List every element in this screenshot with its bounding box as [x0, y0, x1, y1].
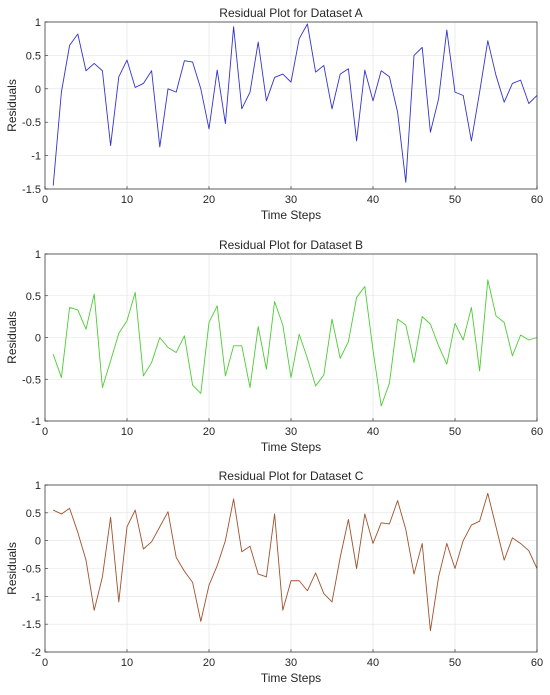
x-tick-label: 10	[121, 194, 133, 206]
y-tick-label: 0	[35, 536, 41, 548]
x-tick-label: 30	[285, 657, 297, 669]
y-tick-label: -1	[31, 416, 41, 428]
chart-title: Residual Plot for Dataset B	[219, 238, 363, 252]
plot-border	[44, 484, 538, 653]
x-tick-label: 30	[285, 194, 297, 206]
y-tick-label: -1	[31, 151, 41, 163]
residual-series-line	[53, 492, 538, 632]
y-tick-label: 0.5	[26, 291, 41, 303]
x-tick-label: 10	[121, 657, 133, 669]
x-axis-label: Time Steps	[261, 440, 321, 454]
x-tick-label: 20	[203, 426, 215, 438]
y-axis-label: Residuals	[5, 542, 19, 595]
x-tick-label: 0	[42, 657, 48, 669]
y-tick-label: -0.5	[22, 117, 41, 129]
x-tick-label: 40	[367, 657, 379, 669]
y-tick-label: 0	[35, 333, 41, 345]
y-tick-label: 0.5	[26, 50, 41, 62]
residual-series-line	[52, 279, 538, 407]
x-tick-label: 60	[531, 426, 543, 438]
x-tick-label: 60	[531, 194, 543, 206]
x-tick-label: 20	[203, 657, 215, 669]
x-tick-label: 0	[42, 194, 48, 206]
y-tick-label: 0.5	[26, 508, 41, 520]
residual-series-line	[52, 23, 538, 186]
plot-border	[44, 21, 538, 190]
x-tick-label: 60	[531, 657, 543, 669]
y-tick-label: 1	[35, 17, 41, 29]
subplot-b: Residual Plot for Dataset B Time Steps R…	[5, 238, 543, 454]
x-tick-label: 10	[121, 426, 133, 438]
y-tick-label: 1	[35, 249, 41, 261]
x-axis-label: Time Steps	[261, 208, 321, 222]
y-tick-label: -2	[31, 647, 41, 659]
x-tick-label: 30	[285, 426, 297, 438]
y-tick-label: -1.5	[22, 619, 41, 631]
x-tick-label: 50	[449, 194, 461, 206]
x-tick-label: 0	[42, 426, 48, 438]
x-axis-label: Time Steps	[261, 671, 321, 685]
chart-title: Residual Plot for Dataset A	[219, 6, 362, 20]
y-axis-label: Residuals	[5, 311, 19, 364]
y-axis-label: Residuals	[5, 79, 19, 132]
x-tick-label: 50	[449, 426, 461, 438]
x-tick-label: 40	[367, 426, 379, 438]
y-tick-label: -0.5	[22, 374, 41, 386]
y-tick-label: -1	[31, 591, 41, 603]
x-tick-label: 40	[367, 194, 379, 206]
y-tick-label: 1	[35, 480, 41, 492]
plot-border	[44, 253, 538, 422]
subplot-c: Residual Plot for Dataset C Time Steps R…	[5, 469, 543, 685]
y-tick-label: -1.5	[22, 184, 41, 196]
x-tick-label: 50	[449, 657, 461, 669]
x-tick-label: 20	[203, 194, 215, 206]
y-tick-label: 0	[35, 84, 41, 96]
y-tick-label: -0.5	[22, 564, 41, 576]
subplot-a: Residual Plot for Dataset A Time Steps R…	[5, 6, 543, 222]
chart-title: Residual Plot for Dataset C	[219, 469, 364, 483]
